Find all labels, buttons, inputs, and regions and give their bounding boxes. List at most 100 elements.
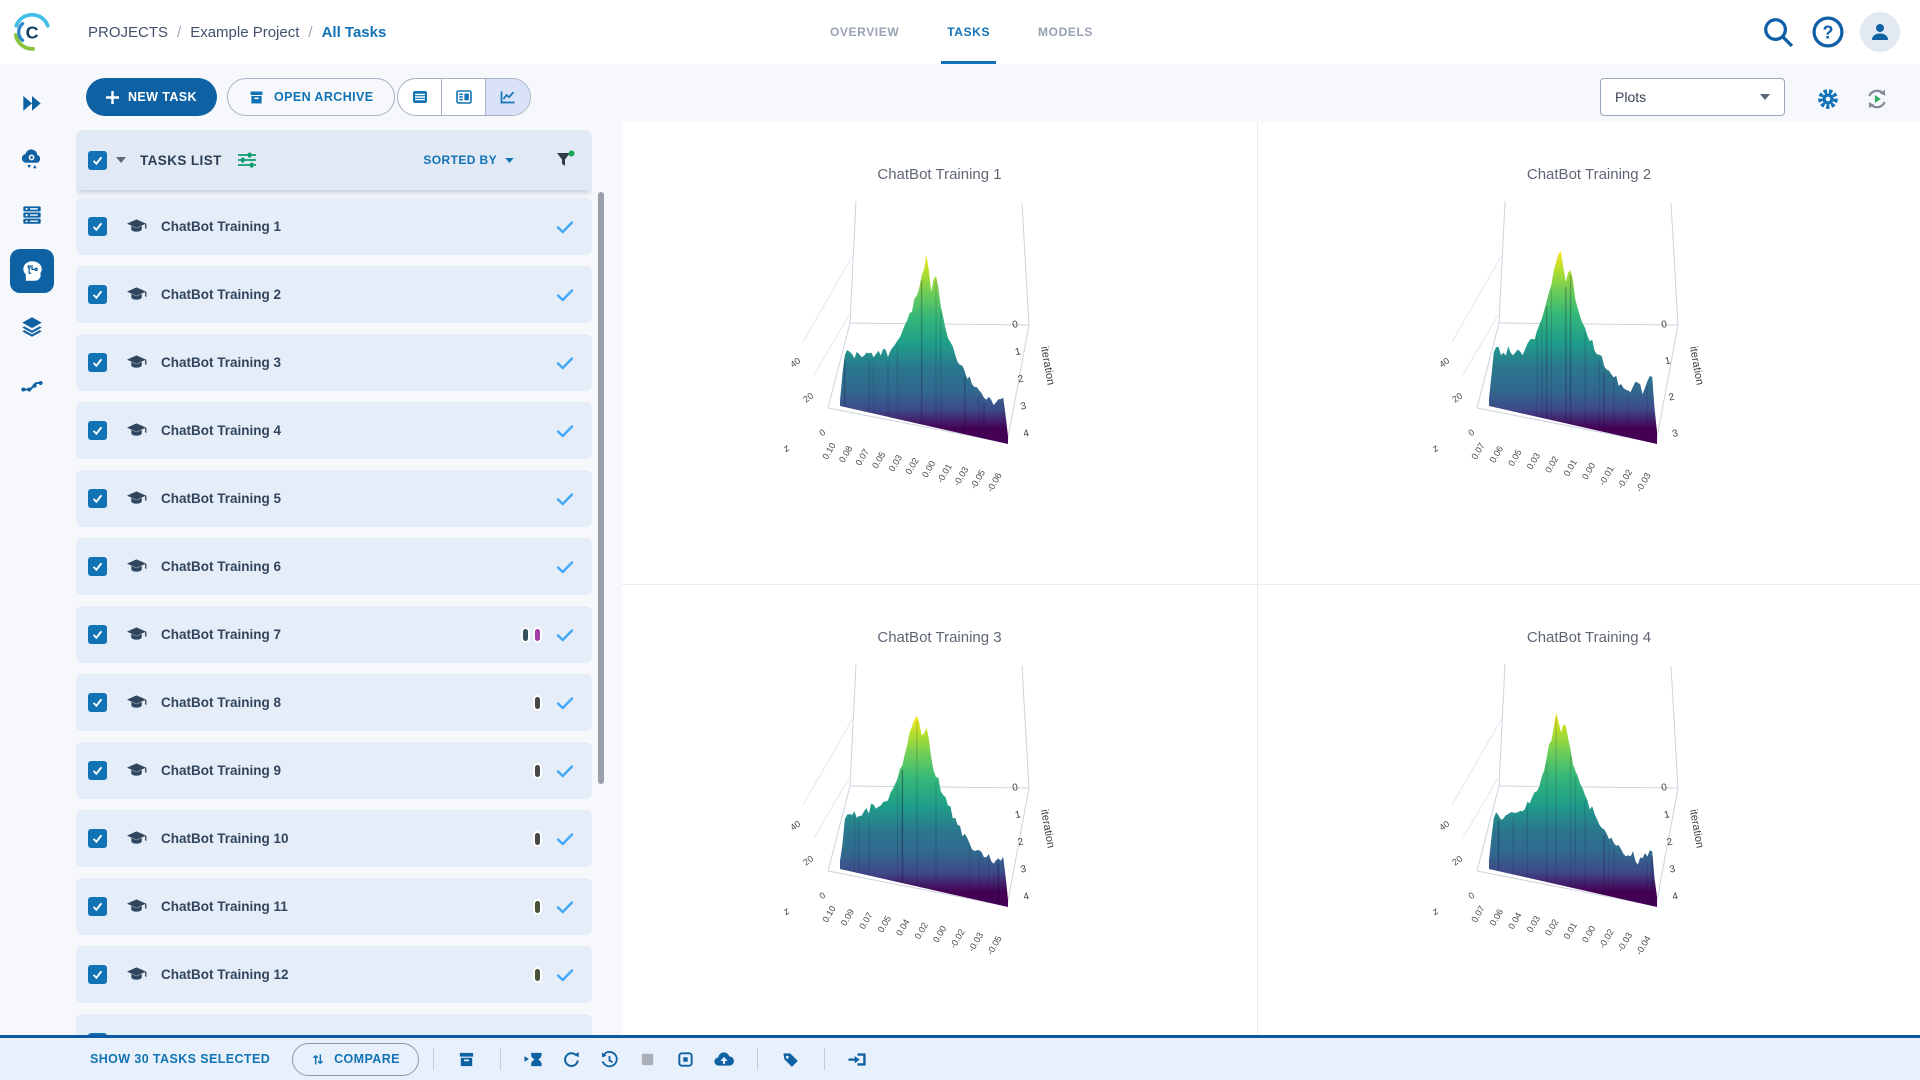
plots-view-button[interactable]: [486, 79, 530, 115]
task-row[interactable]: ChatBot Training 1: [76, 198, 592, 255]
task-list-scrollbar-thumb[interactable]: [598, 192, 604, 784]
chevron-down-icon: [505, 157, 514, 163]
archive-icon[interactable]: [448, 1044, 486, 1074]
breadcrumb-projects[interactable]: PROJECTS: [88, 23, 169, 41]
svg-text:iteration: iteration: [1687, 345, 1706, 386]
svg-text:0: 0: [1466, 890, 1476, 901]
task-status-completed-icon: [556, 424, 574, 438]
filter-funnel-icon[interactable]: [554, 149, 576, 171]
svg-text:0.04: 0.04: [894, 917, 911, 937]
svg-text:0: 0: [817, 427, 827, 438]
task-name: ChatBot Training 11: [161, 899, 288, 914]
sidebar-item-datasets[interactable]: [10, 305, 54, 349]
task-row[interactable]: ChatBot Training 12: [76, 946, 592, 1003]
task-checkbox[interactable]: [88, 285, 107, 304]
search-icon[interactable]: [1760, 14, 1796, 50]
new-task-button[interactable]: NEW TASK: [86, 78, 217, 116]
task-row[interactable]: ChatBot Training 2: [76, 266, 592, 323]
task-status-completed-icon: [556, 628, 574, 642]
sidebar-item-applications[interactable]: [10, 137, 54, 181]
history-icon[interactable]: [591, 1044, 629, 1074]
compare-button[interactable]: COMPARE: [292, 1042, 419, 1076]
clearml-logo-icon[interactable]: C: [11, 11, 53, 53]
publish-icon[interactable]: [705, 1044, 743, 1074]
selection-caret-icon[interactable]: [116, 157, 126, 163]
split-view-button[interactable]: [442, 79, 486, 115]
svg-text:0.08: 0.08: [836, 444, 853, 464]
view-toggle-group: [397, 78, 531, 116]
task-tags: [533, 762, 542, 779]
training-task-type-icon: [127, 899, 147, 914]
svg-text:1: 1: [1014, 809, 1022, 821]
task-row[interactable]: ChatBot Training 4: [76, 402, 592, 459]
sidebar-item-workers-queues[interactable]: [10, 193, 54, 237]
table-view-button[interactable]: [398, 79, 442, 115]
task-checkbox[interactable]: [88, 489, 107, 508]
task-row-partial[interactable]: [76, 1014, 592, 1035]
task-name: ChatBot Training 3: [161, 355, 282, 370]
sidebar-item-pipelines[interactable]: [10, 361, 54, 405]
task-status-completed-icon: [556, 288, 574, 302]
breadcrumb-current[interactable]: All Tasks: [321, 23, 387, 41]
reset-icon[interactable]: [553, 1044, 591, 1074]
tab-overview[interactable]: OVERVIEW: [830, 25, 900, 39]
task-checkbox[interactable]: [88, 557, 107, 576]
tag-pill: [521, 626, 530, 643]
task-row[interactable]: ChatBot Training 5: [76, 470, 592, 527]
task-name: ChatBot Training 12: [161, 967, 289, 982]
task-checkbox[interactable]: [88, 421, 107, 440]
tab-tasks[interactable]: TASKS: [941, 0, 996, 64]
sidebar-expand-icon[interactable]: [10, 81, 54, 125]
auto-refresh-icon[interactable]: [1864, 86, 1890, 112]
task-checkbox[interactable]: [88, 965, 107, 984]
open-archive-button[interactable]: OPEN ARCHIVE: [227, 78, 395, 116]
enqueue-icon[interactable]: [515, 1044, 553, 1074]
abort-all-children-icon[interactable]: [667, 1044, 705, 1074]
svg-text:40: 40: [1437, 356, 1451, 370]
task-checkbox[interactable]: [88, 693, 107, 712]
tasks-list-header: TASKS LIST SORTED BY: [76, 130, 592, 190]
plus-icon: [106, 90, 119, 104]
select-all-checkbox[interactable]: [88, 150, 107, 170]
svg-text:1: 1: [1664, 355, 1672, 367]
compare-icon: [313, 1053, 324, 1065]
tune-columns-icon[interactable]: [236, 151, 258, 169]
breadcrumb-project-name[interactable]: Example Project: [190, 23, 300, 41]
svg-text:-0.06: -0.06: [984, 471, 1003, 494]
user-avatar[interactable]: [1860, 12, 1900, 52]
training-task-type-icon: [127, 559, 147, 574]
plot-type-dropdown[interactable]: Plots: [1600, 78, 1785, 116]
task-checkbox[interactable]: [88, 897, 107, 916]
help-icon[interactable]: ?: [1810, 14, 1846, 50]
task-checkbox[interactable]: [88, 829, 107, 848]
task-row[interactable]: ChatBot Training 3: [76, 334, 592, 391]
settings-gear-icon[interactable]: [1815, 86, 1841, 112]
sidebar-item-projects[interactable]: [10, 249, 54, 293]
task-row[interactable]: ChatBot Training 9: [76, 742, 592, 799]
task-checkbox[interactable]: [88, 353, 107, 372]
task-status-completed-icon: [556, 900, 574, 914]
task-row[interactable]: ChatBot Training 11: [76, 878, 592, 935]
task-row[interactable]: ChatBot Training 7: [76, 606, 592, 663]
add-tag-icon[interactable]: [772, 1044, 810, 1074]
divider: [432, 1048, 434, 1070]
tag-pill: [533, 694, 542, 711]
task-checkbox[interactable]: [88, 217, 107, 236]
tab-models[interactable]: MODELS: [1038, 25, 1093, 39]
task-checkbox[interactable]: [88, 625, 107, 644]
show-selected-link[interactable]: SHOW 30 TASKS SELECTED: [90, 1052, 271, 1066]
svg-text:20: 20: [801, 391, 815, 405]
move-to-project-icon[interactable]: [839, 1044, 877, 1074]
task-checkbox[interactable]: [88, 761, 107, 780]
abort-icon[interactable]: [629, 1044, 667, 1074]
task-checkbox[interactable]: [88, 1033, 107, 1035]
task-row[interactable]: ChatBot Training 10: [76, 810, 592, 867]
sorted-by-control[interactable]: SORTED BY: [423, 153, 514, 167]
task-row[interactable]: ChatBot Training 8: [76, 674, 592, 731]
svg-text:0: 0: [1011, 319, 1019, 331]
task-row[interactable]: ChatBot Training 6: [76, 538, 592, 595]
